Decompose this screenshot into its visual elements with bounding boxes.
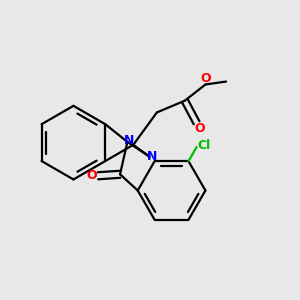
Text: N: N	[146, 150, 157, 163]
Text: O: O	[201, 72, 211, 85]
Text: N: N	[124, 134, 134, 147]
Text: O: O	[86, 169, 97, 182]
Text: Cl: Cl	[197, 139, 211, 152]
Text: O: O	[194, 122, 205, 135]
